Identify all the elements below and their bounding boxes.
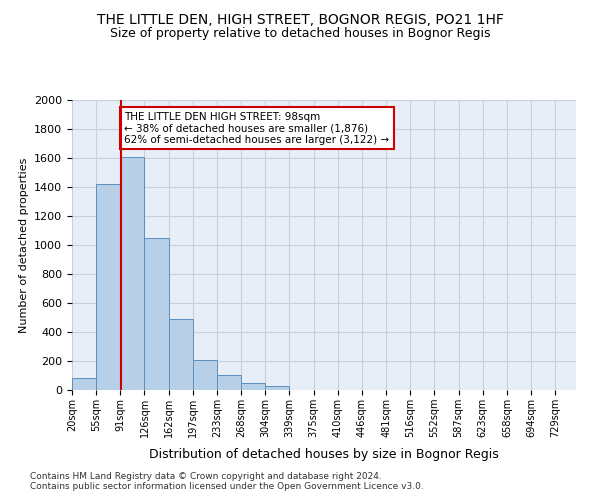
Text: THE LITTLE DEN HIGH STREET: 98sqm
← 38% of detached houses are smaller (1,876)
6: THE LITTLE DEN HIGH STREET: 98sqm ← 38% … [124, 112, 389, 145]
Bar [121, 156, 145, 390]
Y-axis label: Number of detached properties: Number of detached properties [19, 158, 29, 332]
Bar [96, 184, 121, 390]
Bar [265, 386, 289, 390]
Bar [217, 375, 241, 390]
Bar [169, 320, 193, 390]
Text: Contains public sector information licensed under the Open Government Licence v3: Contains public sector information licen… [30, 482, 424, 491]
Bar [241, 383, 265, 390]
Text: THE LITTLE DEN, HIGH STREET, BOGNOR REGIS, PO21 1HF: THE LITTLE DEN, HIGH STREET, BOGNOR REGI… [97, 12, 503, 26]
Bar [145, 238, 169, 390]
X-axis label: Distribution of detached houses by size in Bognor Regis: Distribution of detached houses by size … [149, 448, 499, 461]
Text: Contains HM Land Registry data © Crown copyright and database right 2024.: Contains HM Land Registry data © Crown c… [30, 472, 382, 481]
Bar [72, 378, 96, 390]
Text: Size of property relative to detached houses in Bognor Regis: Size of property relative to detached ho… [110, 28, 490, 40]
Bar [193, 360, 217, 390]
